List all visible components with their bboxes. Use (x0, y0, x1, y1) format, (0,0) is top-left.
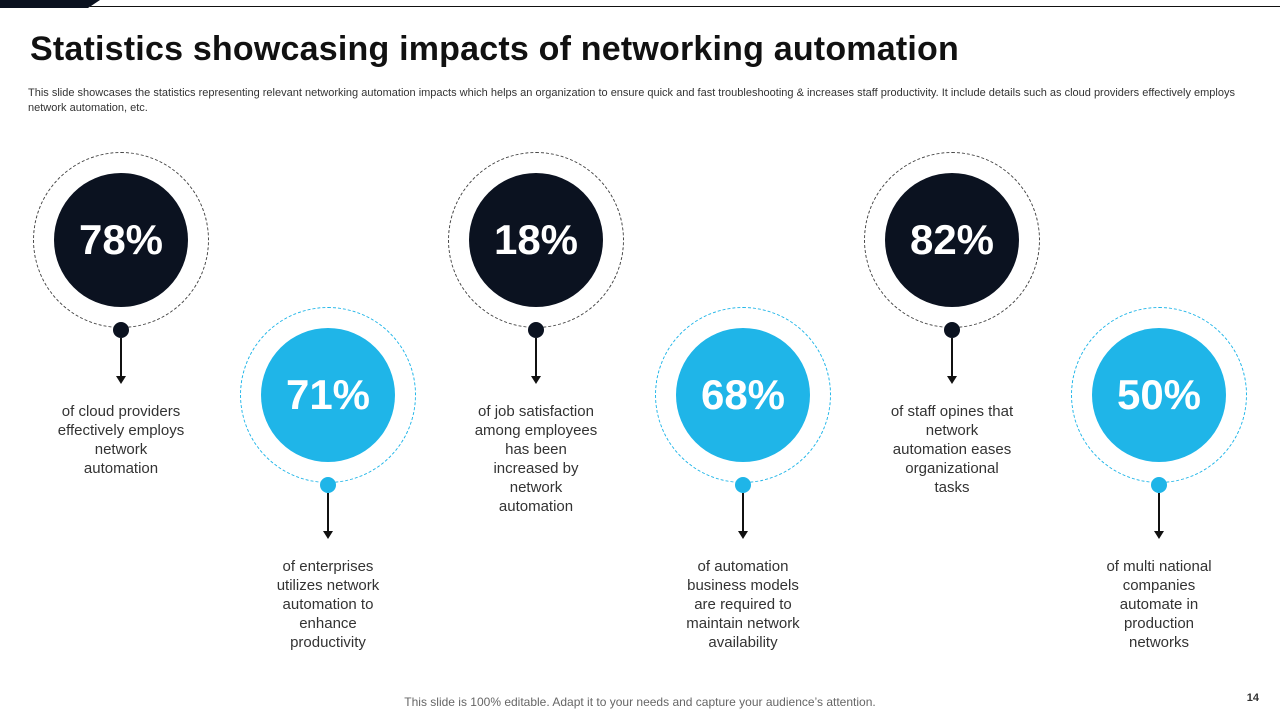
connector-line (120, 338, 122, 380)
arrow-down-icon (531, 376, 541, 384)
arrow-down-icon (947, 376, 957, 384)
top-accent-shape (0, 0, 100, 8)
slide-title: Statistics showcasing impacts of network… (30, 30, 959, 68)
stat-description: of cloud providers effectively employs n… (57, 403, 185, 477)
arrow-down-icon (1154, 531, 1164, 539)
stat-value: 82% (909, 216, 995, 263)
connector-dot (113, 322, 129, 338)
slide-footer: This slide is 100% editable. Adapt it to… (404, 695, 876, 709)
stat-value-circle: 71% (261, 328, 395, 462)
page-number: 14 (1246, 692, 1259, 704)
connector-dot (1151, 477, 1167, 493)
top-divider-line (90, 6, 1280, 7)
stat-description: of staff opines that network automation … (890, 403, 1014, 496)
stat-value-circle: 68% (676, 328, 810, 462)
stat-value-circle: 50% (1092, 328, 1226, 462)
connector-line (1158, 493, 1160, 535)
connector-line (951, 338, 953, 380)
arrow-down-icon (323, 531, 333, 539)
stat-value: 50% (1116, 371, 1202, 418)
connector-dot (528, 322, 544, 338)
stat-value: 78% (78, 216, 164, 263)
stat-value: 71% (285, 371, 371, 418)
stat-description: of multi national companies automate in … (1106, 558, 1212, 651)
stat-description: of automation business models are requir… (686, 558, 800, 651)
stat-value: 68% (700, 371, 786, 418)
connector-line (535, 338, 537, 380)
arrow-down-icon (738, 531, 748, 539)
stat-description: of enterprises utilizes network automati… (276, 558, 380, 651)
connector-dot (944, 322, 960, 338)
connector-dot (735, 477, 751, 493)
arrow-down-icon (116, 376, 126, 384)
stat-value-circle: 18% (469, 173, 603, 307)
top-accent-bar (0, 0, 1280, 8)
stat-value: 18% (493, 216, 579, 263)
connector-dot (320, 477, 336, 493)
stat-description: of job satisfaction among employees has … (474, 403, 598, 515)
connector-line (327, 493, 329, 535)
stat-value-circle: 78% (54, 173, 188, 307)
slide-subtitle: This slide showcases the statistics repr… (28, 87, 1235, 114)
connector-line (742, 493, 744, 535)
stat-value-circle: 82% (885, 173, 1019, 307)
